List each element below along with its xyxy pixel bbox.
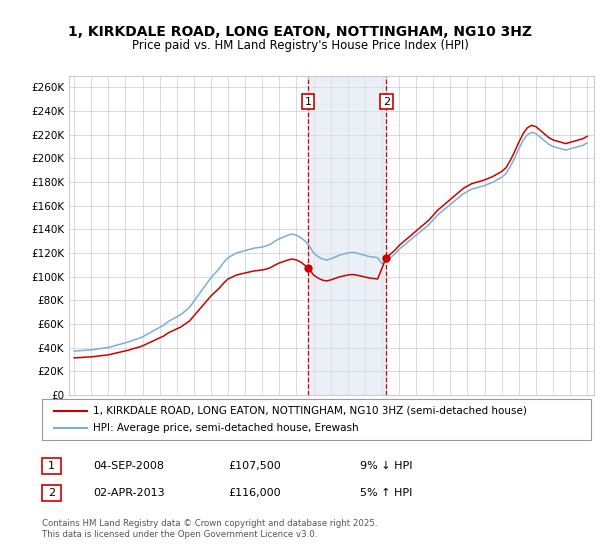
- Text: 1, KIRKDALE ROAD, LONG EATON, NOTTINGHAM, NG10 3HZ: 1, KIRKDALE ROAD, LONG EATON, NOTTINGHAM…: [68, 25, 532, 39]
- Text: Price paid vs. HM Land Registry's House Price Index (HPI): Price paid vs. HM Land Registry's House …: [131, 39, 469, 52]
- Text: 1, KIRKDALE ROAD, LONG EATON, NOTTINGHAM, NG10 3HZ (semi-detached house): 1, KIRKDALE ROAD, LONG EATON, NOTTINGHAM…: [93, 405, 527, 416]
- Bar: [308, 76, 386, 395]
- Text: 5% ↑ HPI: 5% ↑ HPI: [360, 488, 412, 498]
- Text: Contains HM Land Registry data © Crown copyright and database right 2025.
This d: Contains HM Land Registry data © Crown c…: [42, 519, 377, 539]
- Text: 9% ↓ HPI: 9% ↓ HPI: [360, 461, 413, 471]
- Text: 1: 1: [48, 461, 55, 471]
- Text: 04-SEP-2008: 04-SEP-2008: [93, 461, 164, 471]
- Text: 02-APR-2013: 02-APR-2013: [93, 488, 164, 498]
- Text: 2: 2: [383, 97, 390, 106]
- Text: 1: 1: [304, 97, 311, 106]
- Text: £116,000: £116,000: [228, 488, 281, 498]
- Text: 2: 2: [48, 488, 55, 498]
- Text: £107,500: £107,500: [228, 461, 281, 471]
- Text: HPI: Average price, semi-detached house, Erewash: HPI: Average price, semi-detached house,…: [93, 423, 359, 433]
